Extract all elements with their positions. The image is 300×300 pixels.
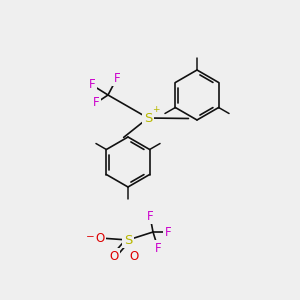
Text: F: F — [114, 71, 120, 85]
Text: F: F — [89, 79, 95, 92]
Text: F: F — [155, 242, 161, 254]
Text: O: O — [129, 250, 139, 262]
Text: O: O — [110, 250, 118, 262]
Text: F: F — [165, 226, 171, 238]
Text: S: S — [144, 112, 152, 124]
Text: S: S — [124, 233, 132, 247]
Text: −: − — [85, 232, 94, 242]
Text: +: + — [152, 105, 160, 114]
Text: F: F — [93, 97, 99, 110]
Text: F: F — [147, 209, 153, 223]
Text: O: O — [95, 232, 105, 244]
